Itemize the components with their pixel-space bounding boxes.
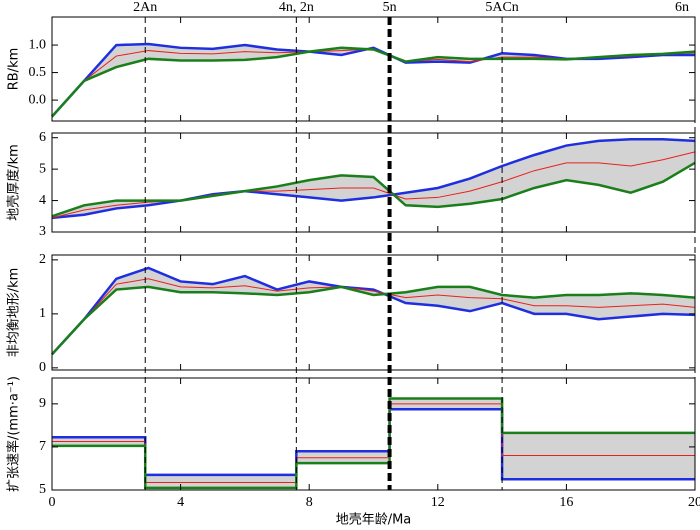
range-fill bbox=[52, 43, 695, 117]
y-tick-label: 7 bbox=[39, 439, 46, 454]
series-line bbox=[51, 161, 696, 218]
x-tick-label: 20 bbox=[688, 495, 700, 510]
chron-label: 5n bbox=[383, 0, 397, 15]
y-tick-label: 6 bbox=[39, 130, 46, 145]
panel-frame bbox=[51, 377, 696, 491]
series-line bbox=[51, 266, 696, 356]
series-line bbox=[51, 138, 696, 220]
y-axis-label: 地壳厚度/km bbox=[6, 144, 22, 221]
range-fill bbox=[52, 267, 695, 355]
y-tick-label: 5 bbox=[39, 161, 46, 176]
y-tick-label: 3 bbox=[39, 224, 46, 239]
series-line bbox=[51, 285, 696, 356]
y-tick-label: 2 bbox=[39, 252, 46, 267]
y-tick-label: 5 bbox=[39, 482, 46, 497]
panel-frame bbox=[51, 16, 696, 122]
y-tick-label: 1.0 bbox=[29, 37, 47, 52]
x-tick-label: 0 bbox=[49, 495, 56, 510]
x-tick-label: 12 bbox=[431, 495, 445, 510]
y-axis-label: 扩张速率/(mm·a⁻¹) bbox=[6, 376, 22, 492]
series-line bbox=[52, 397, 695, 490]
panel: 3 4 5 6 地壳厚度/km bbox=[6, 130, 696, 239]
y-tick-label: 4 bbox=[39, 193, 46, 208]
panel: 5 7 9 0 4 8 12 16 20 扩张速率/(mm·a⁻¹) 地壳年龄/Ma bbox=[6, 376, 700, 528]
chron-label: 5ACn bbox=[485, 0, 518, 15]
chron-label: 2An bbox=[133, 0, 157, 15]
x-axis-label: 地壳年龄/Ma bbox=[336, 513, 412, 528]
series-line bbox=[51, 278, 696, 355]
range-fill bbox=[52, 398, 695, 488]
x-tick-label: 8 bbox=[306, 495, 313, 510]
y-tick-label: 0.5 bbox=[29, 65, 47, 80]
y-tick-label: 9 bbox=[39, 396, 46, 411]
panel: 0 1 2 非均衡地形/km bbox=[7, 252, 696, 375]
x-tick-label: 16 bbox=[559, 495, 573, 510]
y-tick-label: 1 bbox=[39, 306, 46, 321]
y-axis-label: 非均衡地形/km bbox=[7, 268, 22, 358]
panel: 0.0 0.5 1.0 RB/km bbox=[7, 16, 696, 122]
x-tick-label: 4 bbox=[177, 495, 184, 510]
y-tick-label: 0.0 bbox=[29, 92, 47, 107]
chron-label: 6n bbox=[675, 0, 689, 15]
chron-label: 4n, 2n bbox=[279, 0, 314, 15]
y-tick-label: 0 bbox=[39, 360, 46, 375]
series-line bbox=[51, 46, 696, 118]
y-axis-label: RB/km bbox=[7, 48, 22, 91]
